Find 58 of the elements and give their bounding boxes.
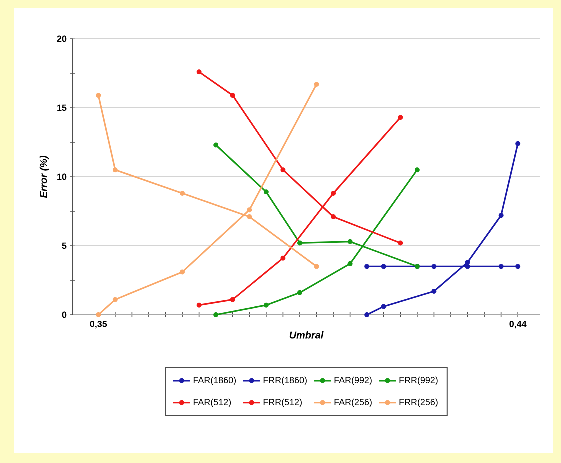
point <box>264 302 269 308</box>
point <box>230 93 236 98</box>
point <box>432 264 437 270</box>
point <box>297 290 302 296</box>
point <box>247 208 252 213</box>
legend-label: FRR(992) <box>400 376 438 386</box>
point <box>196 70 202 75</box>
point <box>381 264 386 270</box>
legend-label: FAR(512) <box>194 398 232 408</box>
point <box>414 168 420 173</box>
point <box>432 289 437 294</box>
point <box>331 214 336 220</box>
point <box>498 213 504 218</box>
point <box>398 115 404 120</box>
point <box>348 239 353 244</box>
y-axis-title: Error (%) <box>40 156 50 198</box>
y-tick-label: 0 <box>62 312 67 318</box>
legend-label: FAR(1860) <box>194 376 236 386</box>
legend-label: FRR(512) <box>264 398 302 408</box>
point <box>96 93 102 98</box>
point <box>96 312 102 318</box>
point <box>214 142 219 148</box>
point <box>314 264 320 270</box>
point <box>112 297 118 302</box>
y-tick-label: 10 <box>58 174 67 180</box>
point <box>196 302 202 308</box>
point <box>516 141 521 146</box>
legend-label: FRR(256) <box>400 398 438 408</box>
point <box>297 240 302 246</box>
point <box>348 261 353 266</box>
point <box>314 82 320 88</box>
point <box>364 264 370 270</box>
legend-label: FAR(992) <box>334 376 372 386</box>
point <box>280 168 286 173</box>
legend-label: FAR(256) <box>334 398 372 408</box>
y-tick-label: 20 <box>57 36 67 42</box>
point <box>264 190 269 195</box>
point <box>331 191 336 196</box>
x-tick-label: 0,35 <box>90 321 108 329</box>
legend-label: FRR(1860) <box>264 376 307 386</box>
point <box>465 260 470 266</box>
point <box>280 256 286 261</box>
point <box>180 191 186 196</box>
point <box>364 312 370 318</box>
x-tick-label: 0,44 <box>510 321 527 329</box>
point <box>516 264 521 270</box>
x-axis-title: Umbral <box>290 331 324 339</box>
y-tick-label: 5 <box>62 242 67 250</box>
point <box>230 297 236 302</box>
y-tick-label: 15 <box>58 104 67 112</box>
point <box>180 270 186 275</box>
point <box>398 240 404 246</box>
point <box>381 304 386 310</box>
point <box>247 214 252 220</box>
point <box>214 312 219 318</box>
point <box>465 264 470 270</box>
point <box>112 168 118 173</box>
point <box>498 264 504 270</box>
